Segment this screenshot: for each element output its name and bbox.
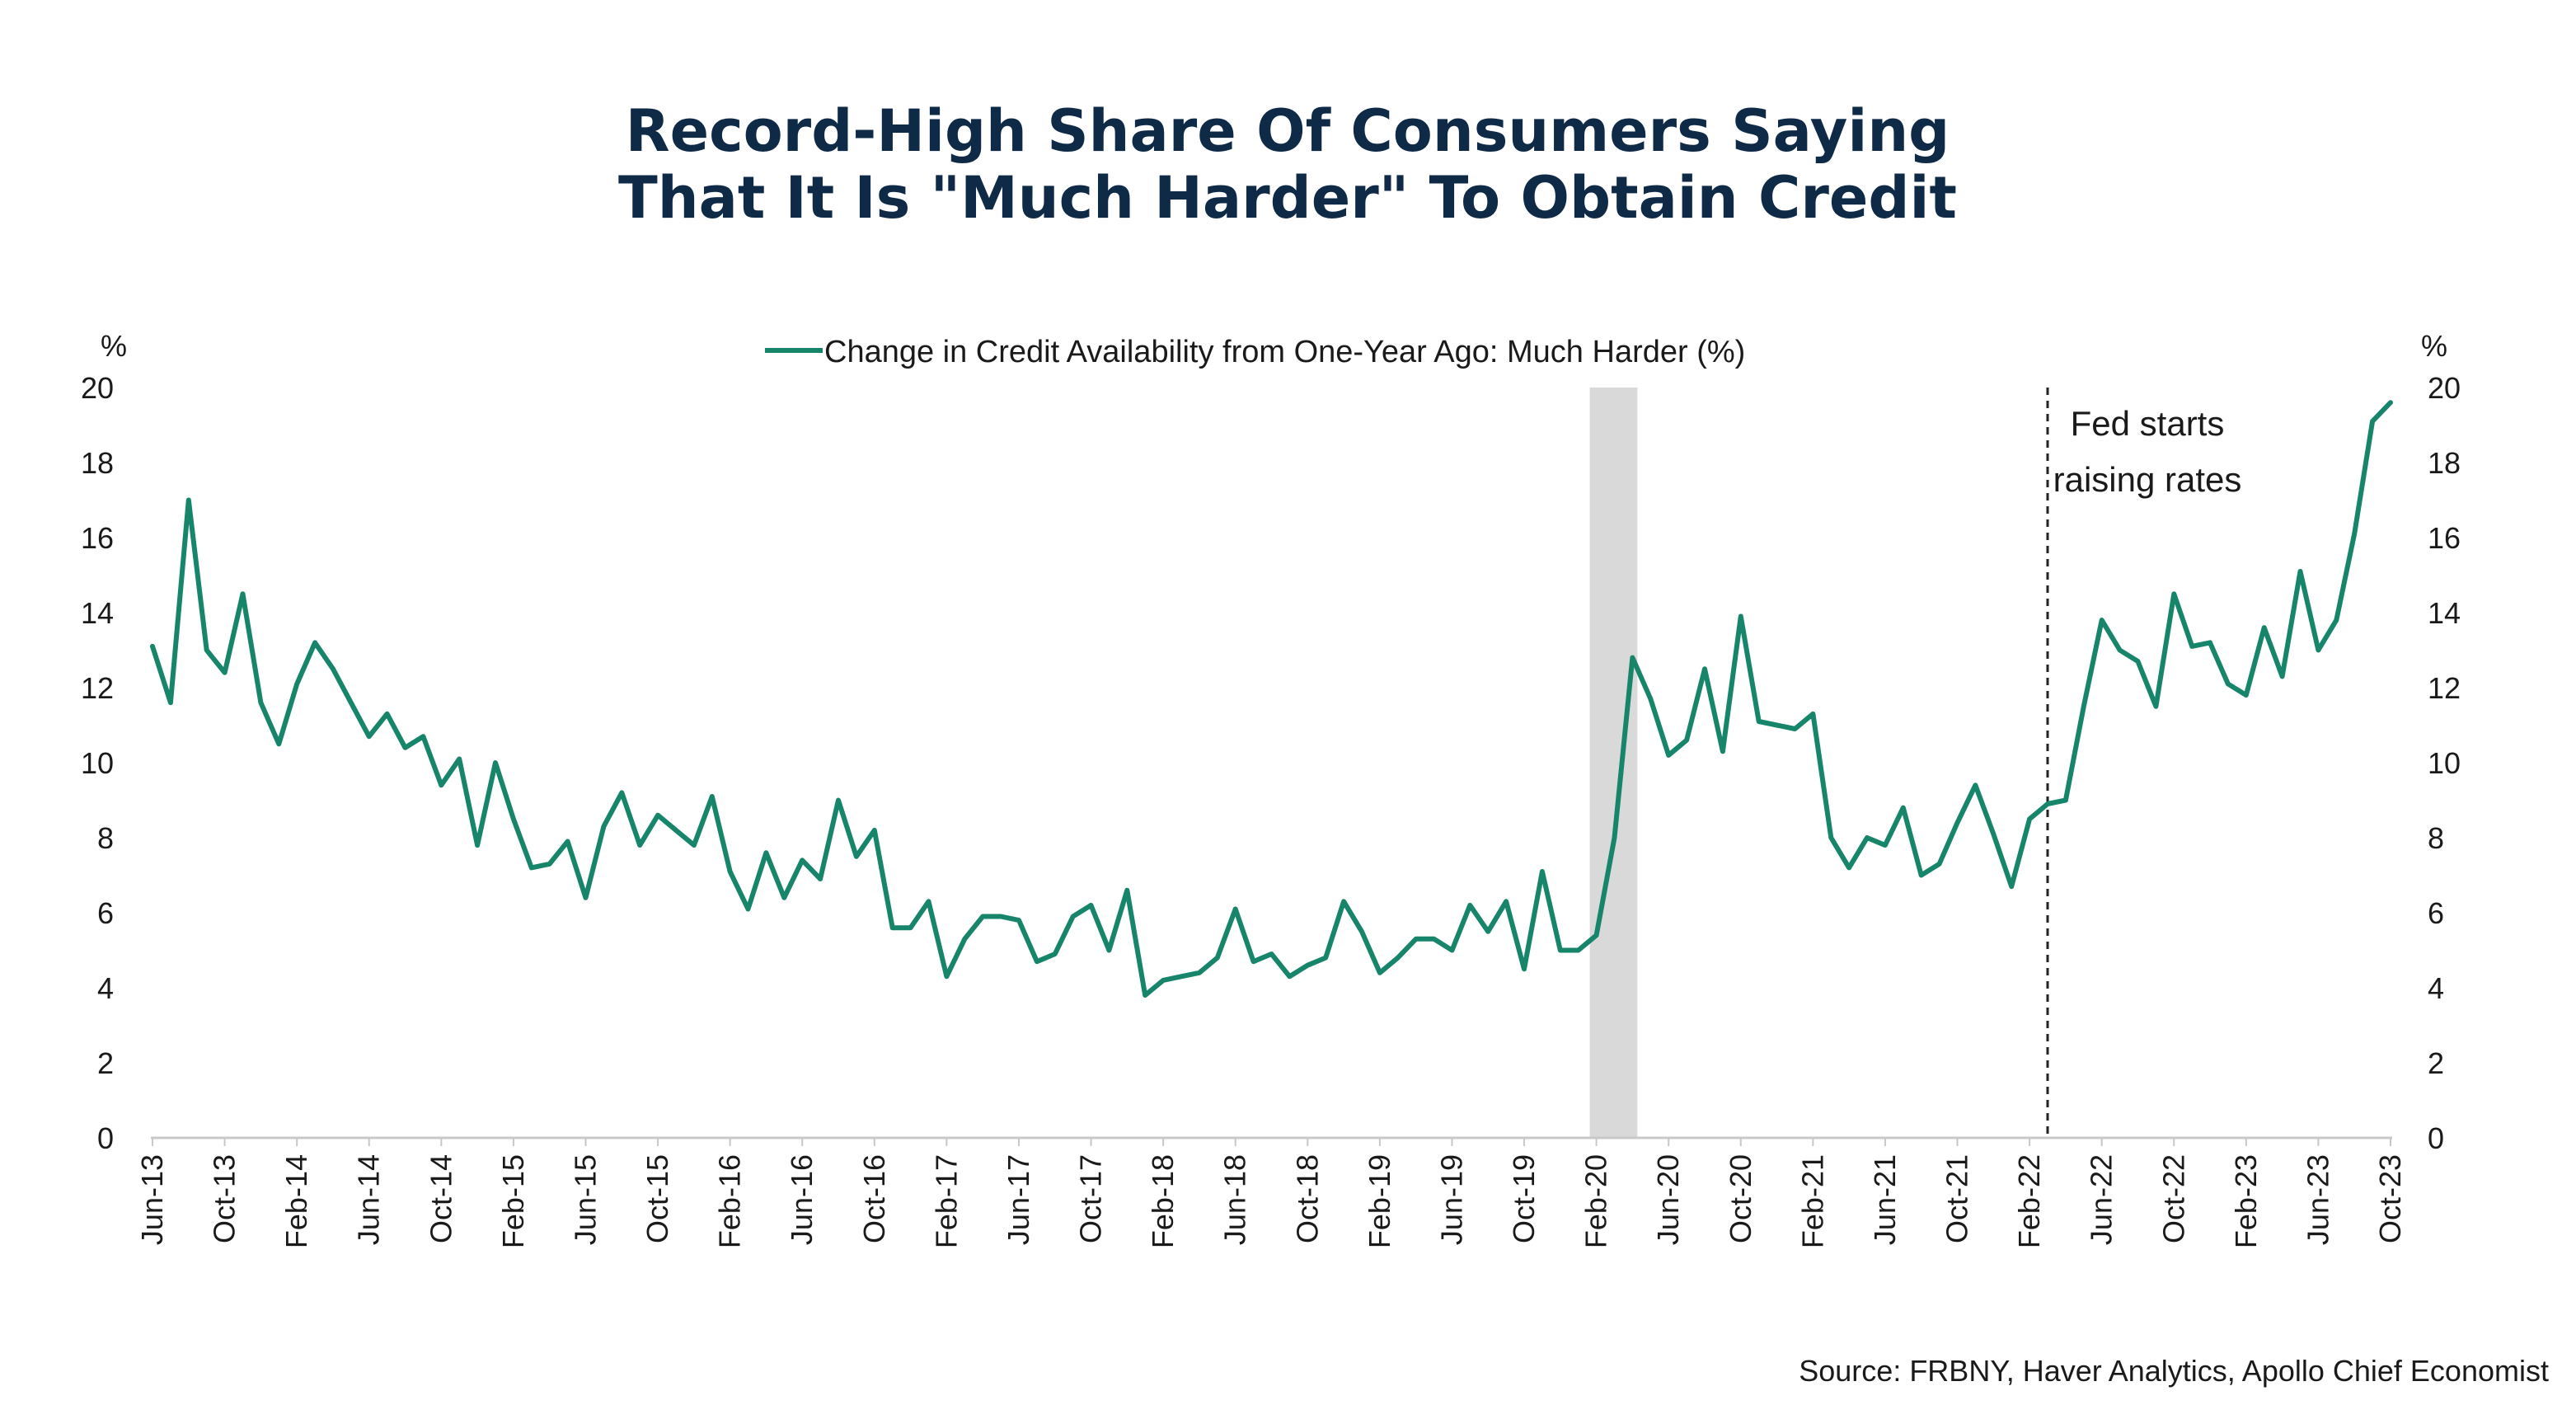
annotation-line-2: raising rates bbox=[2053, 460, 2242, 499]
recession-band-layer bbox=[1589, 388, 1638, 1138]
x-tick-label: Oct-23 bbox=[2373, 1154, 2407, 1243]
y-tick-left: 14 bbox=[81, 596, 114, 630]
y-tick-left: 16 bbox=[81, 521, 114, 555]
y-tick-left: 2 bbox=[97, 1046, 114, 1080]
chart-title-line-1: Record-High Share Of Consumers Saying bbox=[626, 97, 1950, 165]
x-tick-label: Oct-16 bbox=[857, 1154, 891, 1243]
x-tick-label: Feb-16 bbox=[713, 1154, 747, 1248]
x-tick-label: Feb-23 bbox=[2229, 1154, 2263, 1248]
x-tick-label: Oct-13 bbox=[208, 1154, 242, 1243]
x-tick-label: Oct-15 bbox=[640, 1154, 674, 1243]
y-tick-right: 14 bbox=[2428, 596, 2461, 630]
y-tick-right: 2 bbox=[2428, 1046, 2444, 1080]
y-tick-right: 10 bbox=[2428, 746, 2461, 780]
y-tick-left: 6 bbox=[97, 896, 114, 930]
y-tick-right: 8 bbox=[2428, 821, 2444, 855]
x-tick-label: Oct-14 bbox=[424, 1154, 457, 1243]
x-tick-label: Oct-17 bbox=[1074, 1154, 1108, 1243]
x-tick-label: Jun-23 bbox=[2301, 1154, 2334, 1245]
x-tick-label: Feb-19 bbox=[1363, 1154, 1396, 1248]
x-tick-label: Feb-17 bbox=[929, 1154, 963, 1248]
y-tick-right: 20 bbox=[2428, 371, 2461, 405]
x-axis: Jun-13 Oct-13 Feb-14 Jun-14 Oct-14 Feb-15 Jun-… bbox=[135, 1138, 2407, 1248]
x-tick-label: Jun-14 bbox=[352, 1154, 386, 1245]
x-tick-label: Jun-17 bbox=[1002, 1154, 1035, 1245]
y-tick-right: 18 bbox=[2428, 446, 2461, 480]
y-tick-left: 0 bbox=[97, 1121, 114, 1155]
y-tick-right: 6 bbox=[2428, 896, 2444, 930]
x-tick-label: Oct-20 bbox=[1724, 1154, 1757, 1243]
x-tick-label: Jun-19 bbox=[1434, 1154, 1468, 1245]
x-tick-label: Jun-16 bbox=[785, 1154, 819, 1245]
x-tick-label: Oct-22 bbox=[2156, 1154, 2190, 1243]
y-tick-right: 4 bbox=[2428, 971, 2444, 1005]
y-tick-left: 10 bbox=[81, 746, 114, 780]
legend-label: Change in Credit Availability from One-Y… bbox=[824, 335, 1745, 369]
y-tick-right: 12 bbox=[2428, 671, 2461, 705]
y-tick-right: 0 bbox=[2428, 1121, 2444, 1155]
recession-band bbox=[1589, 388, 1638, 1138]
x-tick-label: Jun-22 bbox=[2085, 1154, 2119, 1245]
left-axis-unit: % bbox=[101, 329, 127, 363]
x-tick-label: Feb-15 bbox=[496, 1154, 530, 1248]
x-tick-label: Jun-18 bbox=[1218, 1154, 1252, 1245]
y-tick-right: 16 bbox=[2428, 521, 2461, 555]
right-y-axis: 0 2 4 6 8 10 12 14 16 18 20 bbox=[2428, 371, 2461, 1155]
left-y-axis: 0 2 4 6 8 10 12 14 16 18 20 bbox=[81, 371, 114, 1155]
x-tick-label: Feb-14 bbox=[279, 1154, 313, 1248]
y-tick-left: 8 bbox=[97, 821, 114, 855]
x-tick-label: Feb-18 bbox=[1146, 1154, 1180, 1248]
x-tick-label: Jun-13 bbox=[135, 1154, 169, 1245]
y-tick-left: 4 bbox=[97, 971, 114, 1005]
x-tick-label: Jun-15 bbox=[568, 1154, 602, 1245]
x-tick-label: Jun-20 bbox=[1651, 1154, 1685, 1245]
x-tick-label: Oct-19 bbox=[1507, 1154, 1541, 1243]
annotation-line-1: Fed starts bbox=[2071, 404, 2225, 443]
y-tick-left: 12 bbox=[81, 671, 114, 705]
series-line-much-harder bbox=[150, 400, 2393, 998]
x-tick-label: Feb-20 bbox=[1579, 1154, 1613, 1248]
fed-annotation: Fed starts raising rates bbox=[2046, 388, 2242, 1138]
right-axis-unit: % bbox=[2421, 329, 2447, 363]
x-tick-label: Feb-22 bbox=[2012, 1154, 2046, 1248]
chart-title-line-2: That It Is "Much Harder" To Obtain Credi… bbox=[618, 164, 1957, 232]
x-tick-label: Oct-18 bbox=[1290, 1154, 1324, 1243]
y-tick-left: 18 bbox=[81, 446, 114, 480]
source-note: Source: FRBNY, Haver Analytics, Apollo C… bbox=[1799, 1354, 2549, 1388]
x-tick-label: Feb-21 bbox=[1795, 1154, 1829, 1248]
x-tick-label: Jun-21 bbox=[1868, 1154, 1902, 1245]
y-tick-left: 20 bbox=[81, 371, 114, 405]
x-tick-label: Oct-21 bbox=[1940, 1154, 1974, 1243]
